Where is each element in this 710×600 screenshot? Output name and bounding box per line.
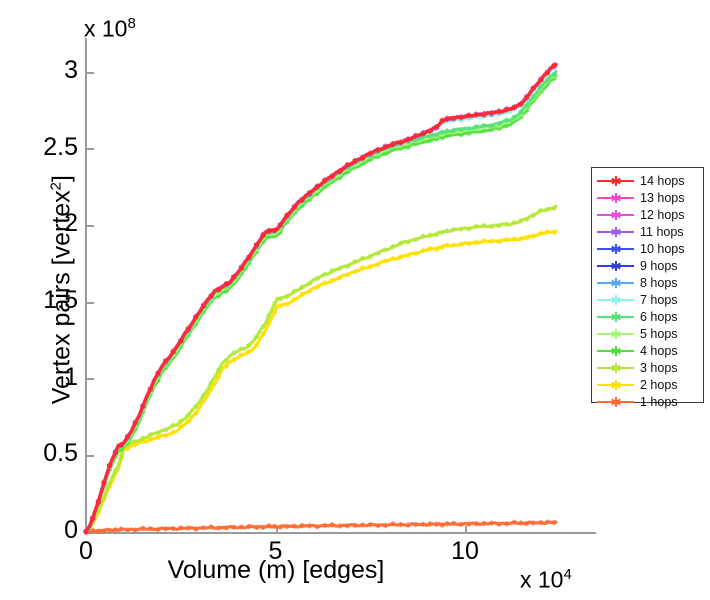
y-tick xyxy=(87,301,94,304)
legend-swatch-icon xyxy=(597,310,634,324)
legend-swatch-icon xyxy=(597,327,634,341)
legend-swatch-icon xyxy=(597,225,634,239)
asterisk-marker-icon xyxy=(611,362,621,373)
legend-item-5-hops[interactable]: 5 hops xyxy=(592,325,703,342)
legend-swatch-icon xyxy=(597,208,634,222)
legend-swatch-icon xyxy=(597,361,634,375)
y-tick-label: 0 xyxy=(64,516,78,544)
asterisk-marker-icon xyxy=(611,328,621,339)
y-tick xyxy=(87,454,94,457)
legend-label: 10 hops xyxy=(640,241,685,256)
y-tick xyxy=(87,71,94,74)
legend-swatch-icon xyxy=(597,191,634,205)
asterisk-marker-icon xyxy=(611,294,621,305)
legend-label: 4 hops xyxy=(640,343,678,358)
x-axis-title: Volume (m) [edges] xyxy=(167,556,385,584)
y-tick-label: 2 xyxy=(64,209,78,238)
asterisk-marker-icon xyxy=(611,396,621,407)
legend-label: 14 hops xyxy=(640,173,685,188)
legend-item-8-hops[interactable]: 8 hops xyxy=(592,274,703,291)
legend-item-2-hops[interactable]: 2 hops xyxy=(592,376,703,393)
x-axis-line xyxy=(85,532,596,534)
legend-item-3-hops[interactable]: 3 hops xyxy=(592,359,703,376)
legend-swatch-icon xyxy=(597,259,634,273)
series-12-hops xyxy=(83,63,558,534)
asterisk-marker-icon xyxy=(611,209,621,220)
legend-label: 12 hops xyxy=(640,207,685,222)
y-tick-label: 1 xyxy=(64,362,78,391)
y-tick-label: 0.5 xyxy=(43,439,78,468)
series-14-hops xyxy=(83,62,558,535)
y-tick xyxy=(87,224,94,227)
legend-item-11-hops[interactable]: 11 hops xyxy=(592,223,703,240)
x-tick-label: 5 xyxy=(268,537,283,565)
y-axis-line xyxy=(85,38,87,534)
y-exp-power: 8 xyxy=(127,15,136,32)
legend-item-10-hops[interactable]: 10 hops xyxy=(592,240,703,257)
legend-swatch-icon xyxy=(597,276,634,290)
asterisk-marker-icon xyxy=(611,243,621,254)
legend-label: 2 hops xyxy=(640,377,678,392)
asterisk-marker-icon xyxy=(611,379,621,390)
asterisk-marker-icon xyxy=(611,345,621,356)
series-8-hops xyxy=(83,62,558,534)
series-4-hops xyxy=(83,74,558,535)
series-1-hops xyxy=(83,519,558,535)
legend-item-7-hops[interactable]: 7 hops xyxy=(592,291,703,308)
legend-item-14-hops[interactable]: 14 hops xyxy=(592,172,703,189)
legend-label: 13 hops xyxy=(640,190,685,205)
legend-label: 6 hops xyxy=(640,309,678,324)
y-tick-label: 3 xyxy=(64,56,78,84)
legend-label: 7 hops xyxy=(640,292,678,307)
y-tick-label: 1.5 xyxy=(43,286,78,314)
x-axis-exponent: x 104 xyxy=(520,566,572,594)
legend-label: 8 hops xyxy=(640,275,678,290)
legend-label: 1 hops xyxy=(640,394,678,409)
asterisk-marker-icon xyxy=(611,192,621,203)
series-13-hops xyxy=(83,62,558,535)
legend-label: 9 hops xyxy=(640,258,678,273)
y-axis-exponent: x 108 xyxy=(84,15,136,43)
legend-item-1-hops[interactable]: 1 hops xyxy=(592,393,703,410)
legend-swatch-icon xyxy=(597,378,634,392)
series-7-hops xyxy=(83,63,558,535)
legend-label: 3 hops xyxy=(640,360,678,375)
series-11-hops xyxy=(83,63,558,535)
series-3-hops xyxy=(83,204,558,535)
series-5-hops xyxy=(83,71,558,534)
asterisk-marker-icon xyxy=(611,311,621,322)
x-tick-label: 10 xyxy=(451,537,479,565)
legend-swatch-icon xyxy=(597,395,634,409)
legend-label: 11 hops xyxy=(640,224,684,239)
legend-swatch-icon xyxy=(597,293,634,307)
y-tick-label: 2.5 xyxy=(43,132,78,161)
legend-swatch-icon xyxy=(597,174,634,188)
legend-item-13-hops[interactable]: 13 hops xyxy=(592,189,703,206)
series-6-hops xyxy=(83,69,558,535)
series-9-hops xyxy=(83,62,558,534)
legend-item-6-hops[interactable]: 6 hops xyxy=(592,308,703,325)
x-tick xyxy=(275,526,278,533)
asterisk-marker-icon xyxy=(611,260,621,271)
y-tick xyxy=(87,378,94,381)
legend-item-9-hops[interactable]: 9 hops xyxy=(592,257,703,274)
legend-swatch-icon xyxy=(597,242,634,256)
x-exp-prefix: x 10 xyxy=(520,566,564,593)
series-10-hops xyxy=(83,62,558,535)
x-exp-power: 4 xyxy=(563,566,572,583)
x-tick-label: 0 xyxy=(79,537,93,565)
x-tick xyxy=(465,526,467,533)
legend-label: 5 hops xyxy=(640,326,678,341)
asterisk-marker-icon xyxy=(611,277,621,288)
legend-item-12-hops[interactable]: 12 hops xyxy=(592,206,703,223)
legend-item-4-hops[interactable]: 4 hops xyxy=(592,342,703,359)
asterisk-marker-icon xyxy=(611,175,621,186)
legend-swatch-icon xyxy=(597,344,634,358)
y-tick xyxy=(87,148,94,151)
asterisk-marker-icon xyxy=(611,226,621,237)
y-exp-prefix: x 10 xyxy=(84,15,128,42)
legend[interactable]: 14 hops 13 hops 12 hops 11 hops 10 hops 9 hop… xyxy=(591,167,704,409)
